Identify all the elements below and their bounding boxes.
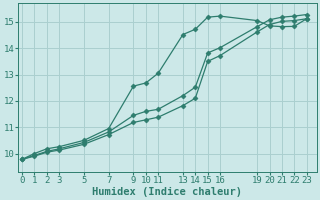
X-axis label: Humidex (Indice chaleur): Humidex (Indice chaleur) [92,186,243,197]
